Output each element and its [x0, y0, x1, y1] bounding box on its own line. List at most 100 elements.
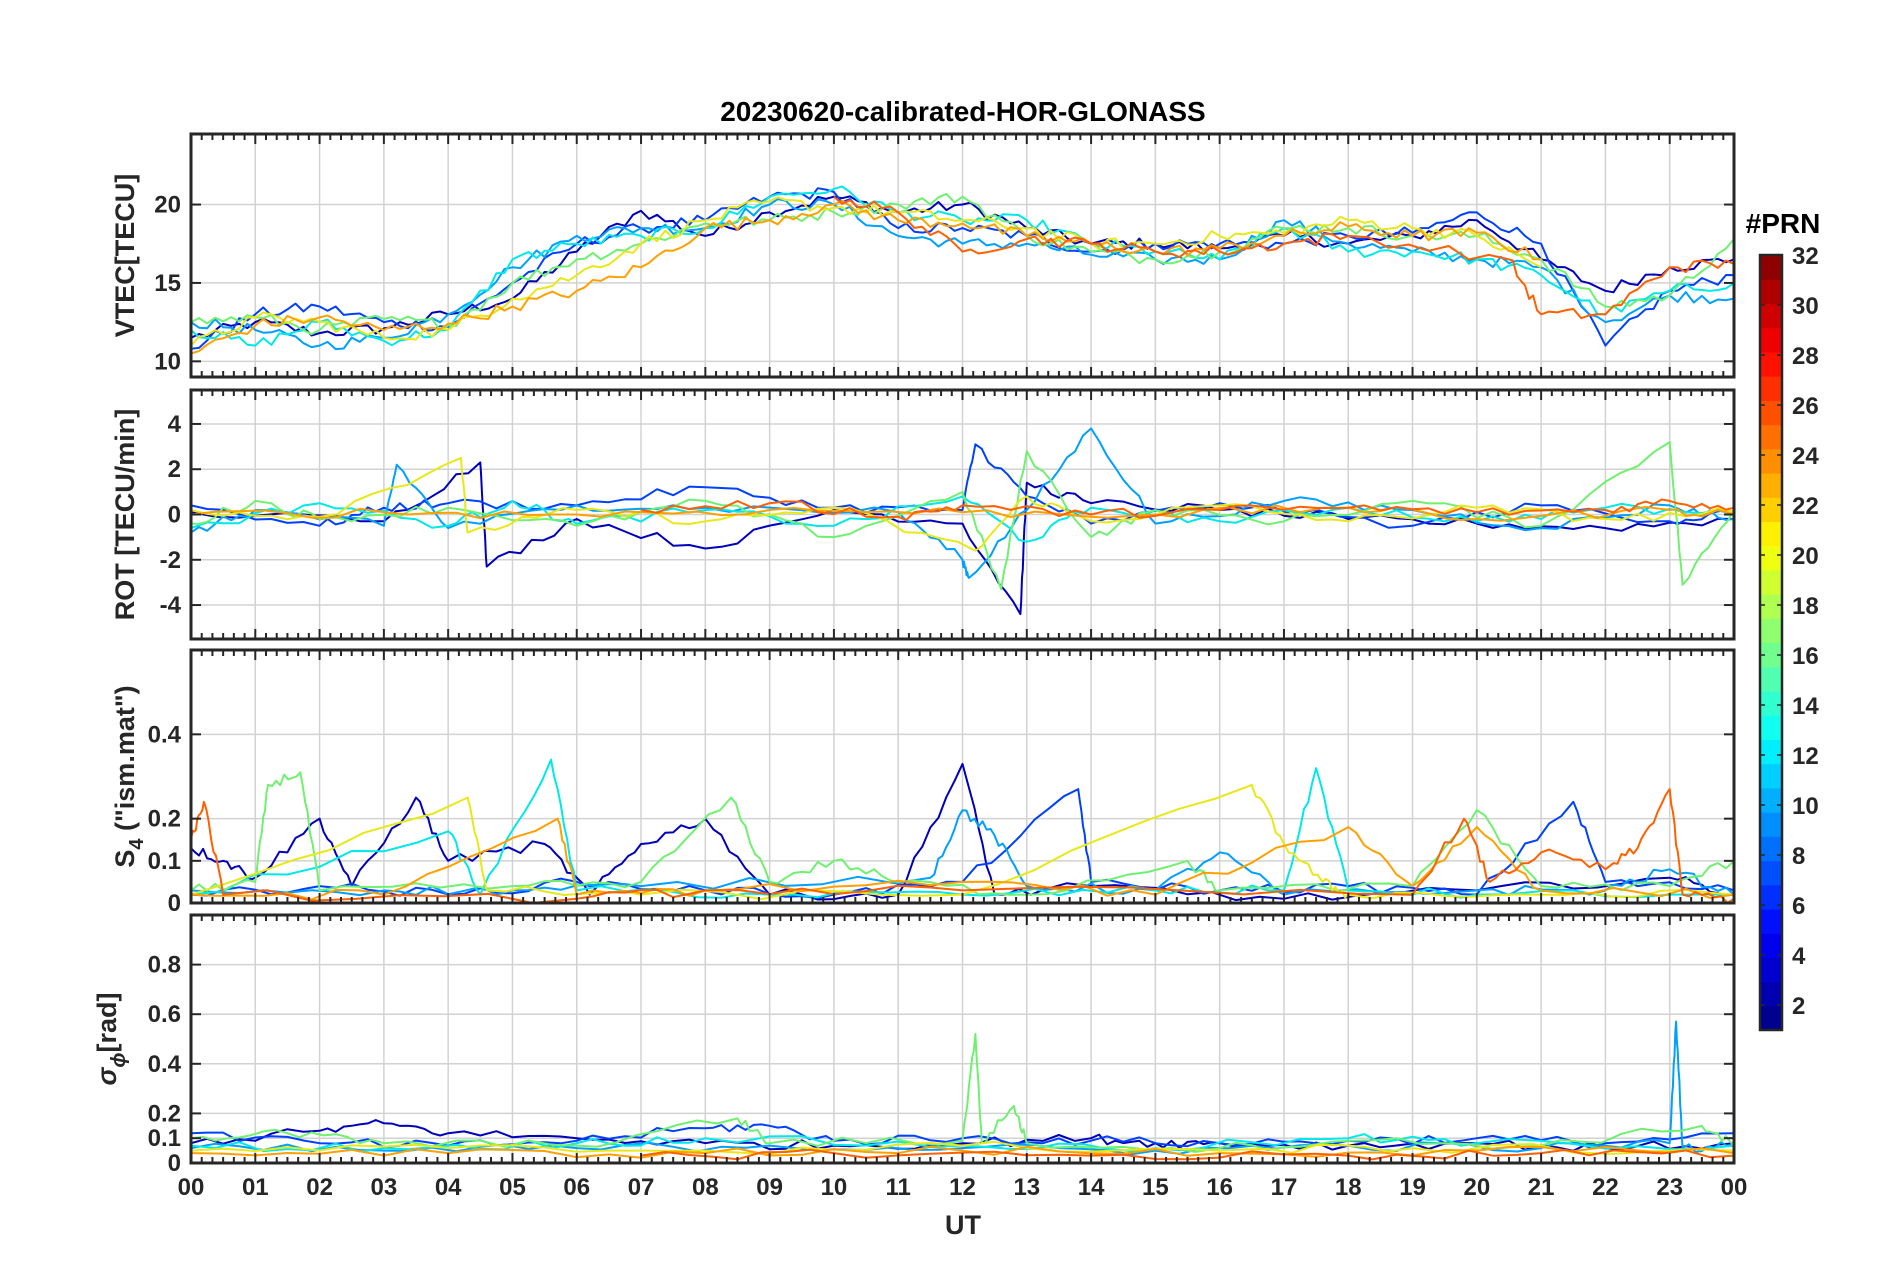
- colorbar-tick-label: 24: [1792, 443, 1819, 470]
- colorbar-swatch: [1760, 908, 1782, 934]
- y-tick-label: 0.1: [148, 1125, 181, 1152]
- colorbar-swatch: [1760, 860, 1782, 886]
- x-tick-label: 20: [1463, 1174, 1490, 1201]
- colorbar-swatch: [1760, 715, 1782, 740]
- x-tick-label: 01: [242, 1174, 269, 1201]
- panel-frame: [189, 388, 1736, 641]
- y-tick-label: 0: [168, 502, 181, 529]
- colorbar-swatch: [1760, 521, 1782, 547]
- colorbar-tick-label: 12: [1792, 743, 1819, 770]
- colorbar-tick-label: 20: [1792, 543, 1819, 570]
- y-tick-label: 0.2: [148, 1100, 181, 1127]
- chart-title: 20230620-calibrated-HOR-GLONASS: [720, 96, 1206, 127]
- colorbar-tick-label: 8: [1792, 843, 1805, 870]
- x-axis-label: UT: [945, 1210, 981, 1240]
- x-tick-label: 00: [1721, 1174, 1748, 1201]
- y-tick-label: -4: [160, 592, 182, 619]
- x-tick-label: 19: [1399, 1174, 1426, 1201]
- series-line-prn-6: [191, 187, 1734, 350]
- colorbar-tick-label: 16: [1792, 643, 1819, 670]
- colorbar-tick-label: 26: [1792, 393, 1819, 420]
- colorbar-swatch: [1760, 690, 1782, 716]
- panel-frame: [189, 132, 1736, 379]
- y-tick-label: 0.8: [148, 952, 181, 979]
- x-tick-label: 05: [499, 1174, 526, 1201]
- series-line-prn-16: [191, 1033, 1734, 1153]
- series-line-prn-3: [191, 1119, 1734, 1152]
- x-tick-label: 21: [1528, 1174, 1555, 1201]
- y-tick-label: 0.6: [148, 1001, 181, 1028]
- colorbar-swatch: [1760, 424, 1782, 450]
- series-line-prn-19: [191, 196, 1542, 347]
- colorbar-swatch: [1760, 497, 1782, 523]
- colorbar-tick-label: 4: [1792, 943, 1806, 970]
- colorbar-swatch: [1760, 448, 1782, 474]
- series-group: [191, 758, 1734, 903]
- x-tick-label: 10: [821, 1174, 848, 1201]
- panel-frame: [189, 648, 1736, 905]
- colorbar-swatch: [1760, 569, 1782, 595]
- y-tick-label: -2: [160, 547, 181, 574]
- colorbar-swatch: [1760, 279, 1782, 305]
- colorbar-tick-label: 10: [1792, 793, 1819, 820]
- colorbar-tick-label: 6: [1792, 893, 1805, 920]
- colorbar-swatch: [1760, 981, 1782, 1007]
- x-tick-label: 16: [1206, 1174, 1233, 1201]
- colorbar-tick-label: 18: [1792, 593, 1819, 620]
- series-group: [191, 427, 1734, 616]
- y-tick-label: 0.1: [148, 848, 181, 875]
- x-tick-label: 02: [306, 1174, 333, 1201]
- colorbar-swatch: [1760, 255, 1782, 280]
- y-axis-label-panel-3: S4 ("ism.mat"): [110, 685, 148, 867]
- x-tick-label: 09: [756, 1174, 783, 1201]
- colorbar-swatch: [1760, 303, 1782, 329]
- colorbar-swatch: [1760, 739, 1782, 765]
- x-tick-label: 15: [1142, 1174, 1169, 1201]
- panel-1: 10 15 20 VTEC[TECU]: [110, 132, 1736, 379]
- colorbar-swatch: [1760, 351, 1782, 377]
- y-axis-label-panel-1: VTEC[TECU]: [110, 174, 140, 338]
- colorbar-swatch: [1760, 400, 1782, 426]
- colorbar-swatch: [1760, 594, 1782, 619]
- colorbar-frame: [1758, 253, 1784, 1032]
- series-line-prn-22: [191, 817, 1734, 901]
- x-tick-labels: 00 01 02 03 04 05 06 07 08 09 10 11 12 13 14 15 16 17 18 19…: [178, 1174, 1748, 1201]
- colorbar-tick-label: 22: [1792, 493, 1819, 520]
- colorbar-title: #PRN: [1746, 208, 1821, 239]
- colorbar-swatch: [1760, 812, 1782, 837]
- colorbar-tick-label: 30: [1792, 293, 1819, 320]
- series-line-prn-22: [191, 199, 1542, 355]
- x-tick-label: 04: [435, 1174, 462, 1201]
- series-line-prn-25: [833, 195, 1734, 320]
- series-line-prn-19: [191, 1140, 1734, 1155]
- colorbar-swatch: [1760, 327, 1782, 353]
- y-tick-label: 0: [168, 890, 181, 917]
- x-tick-label: 18: [1335, 1174, 1362, 1201]
- y-tick-label: 2: [168, 456, 181, 483]
- y-tick-label: 10: [154, 348, 181, 375]
- panel-frame: [189, 913, 1736, 1165]
- panel-4: 00.10.2 0.4 0.6 0.8 σϕ[rad]: [92, 913, 1736, 1177]
- series-line-prn-22: [191, 504, 1734, 522]
- x-tick-label: 03: [371, 1174, 398, 1201]
- colorbar-tick-label: 14: [1792, 693, 1819, 720]
- x-tick-label: 07: [628, 1174, 655, 1201]
- colorbar-swatch: [1760, 618, 1782, 644]
- colorbar-tick-label: 32: [1792, 243, 1819, 270]
- colorbar-swatch: [1760, 472, 1782, 498]
- y-axis-label-panel-4: σϕ[rad]: [92, 992, 130, 1085]
- colorbar-tick-label: 2: [1792, 993, 1805, 1020]
- colorbar-swatch: [1760, 957, 1782, 983]
- colorbar-swatch: [1760, 836, 1782, 862]
- x-tick-label: 06: [563, 1174, 590, 1201]
- y-tick-label: 4: [168, 411, 182, 438]
- series-group: [191, 1020, 1734, 1161]
- y-tick-label: 0: [168, 1150, 181, 1177]
- y-axis-label-panel-2: ROT [TECU/min]: [110, 409, 140, 620]
- colorbar-tick-label: 28: [1792, 343, 1819, 370]
- x-tick-label: 22: [1592, 1174, 1619, 1201]
- colorbar-swatch: [1760, 787, 1782, 813]
